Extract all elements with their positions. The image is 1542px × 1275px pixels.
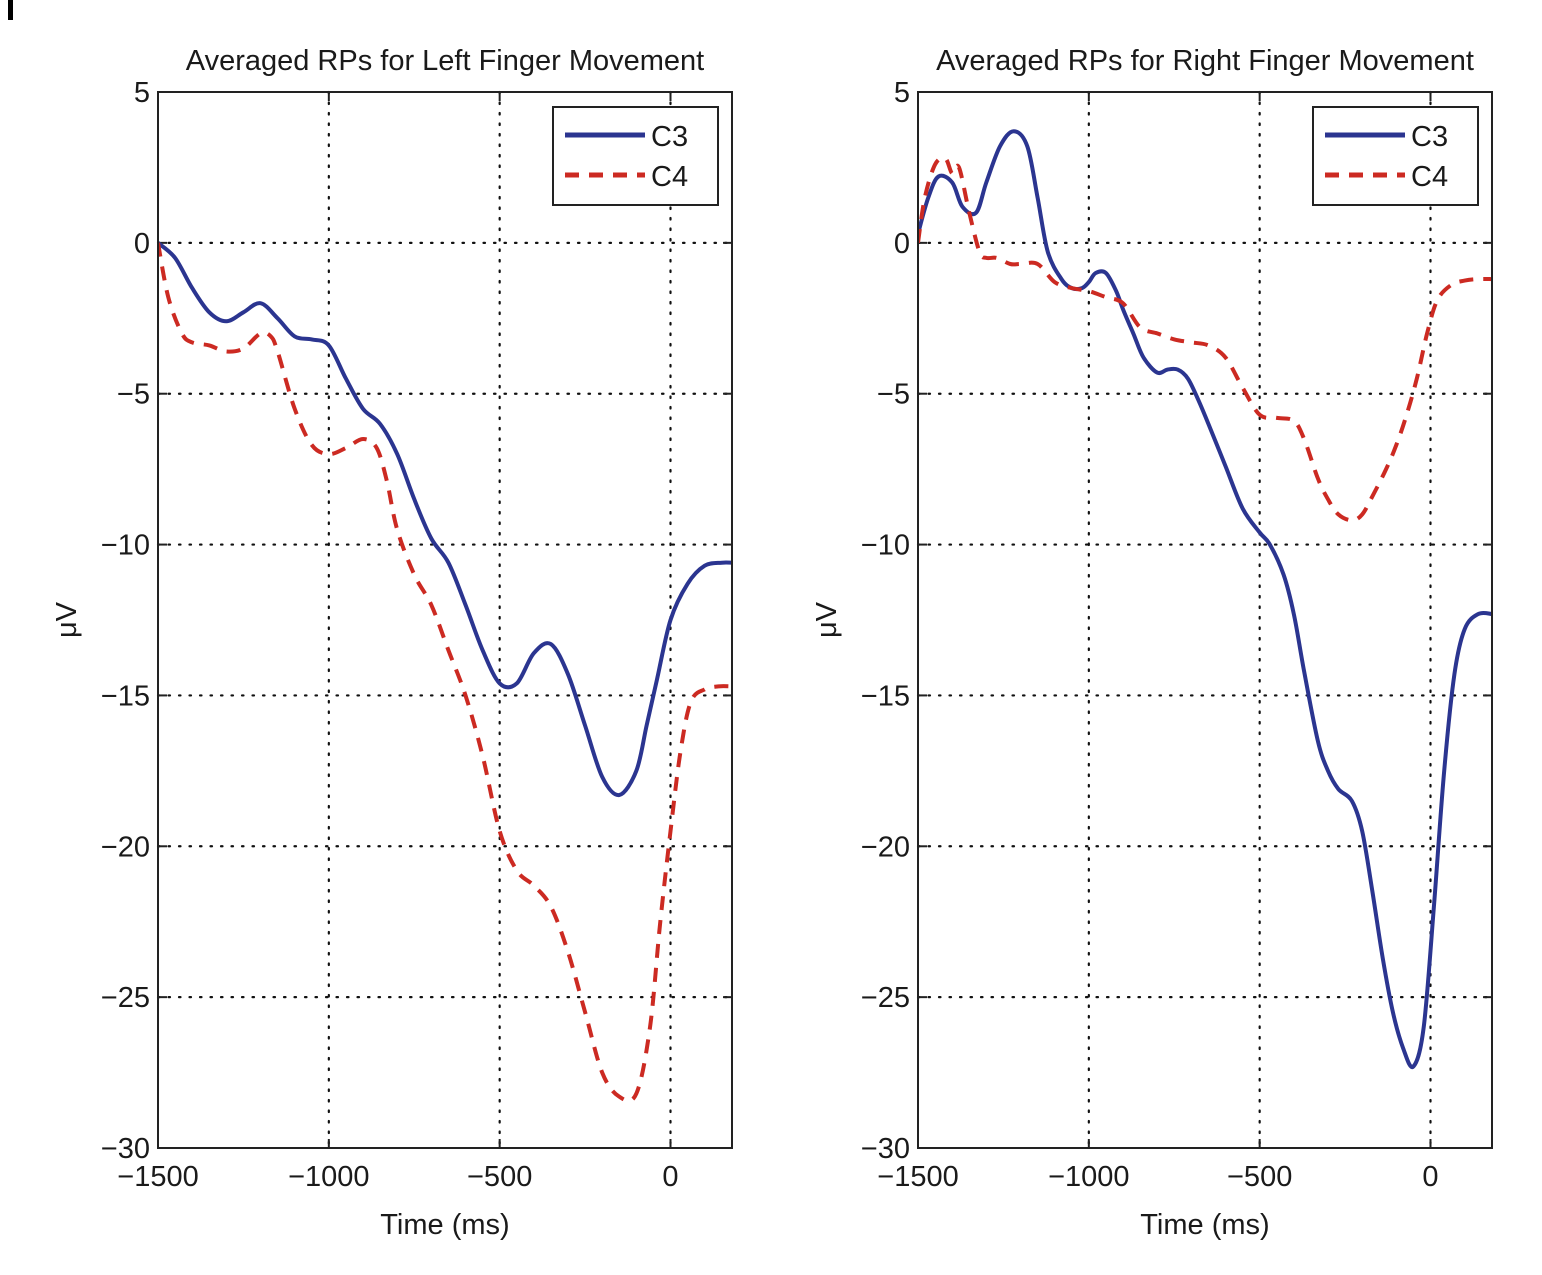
y-tick-label: −30 bbox=[861, 1133, 910, 1165]
y-tick-label: −10 bbox=[101, 530, 150, 562]
series-line-c3 bbox=[158, 240, 732, 798]
plot-area bbox=[918, 92, 1492, 1148]
y-tick-label: 0 bbox=[134, 228, 150, 260]
axes-frame bbox=[917, 91, 1493, 1149]
x-axis-label: Time (ms) bbox=[380, 1209, 509, 1241]
y-tick-label: −20 bbox=[101, 831, 150, 863]
plot-area bbox=[158, 92, 732, 1148]
x-tick-label: 0 bbox=[662, 1161, 678, 1193]
y-tick-label: −25 bbox=[101, 982, 150, 1014]
x-tick-label: −1000 bbox=[288, 1161, 369, 1193]
axes-frame bbox=[157, 91, 733, 1149]
legend-label-c3: C3 bbox=[651, 121, 688, 153]
legend-label-c3: C3 bbox=[1411, 121, 1448, 153]
y-tick-label: −25 bbox=[861, 982, 910, 1014]
legend-box bbox=[1312, 106, 1479, 206]
x-axis-label: Time (ms) bbox=[1140, 1209, 1269, 1241]
x-tick-label: −500 bbox=[467, 1161, 532, 1193]
x-tick-label: 0 bbox=[1422, 1161, 1438, 1193]
y-tick-label: 5 bbox=[134, 77, 150, 109]
series-line-c4 bbox=[158, 242, 732, 1103]
y-tick-label: −30 bbox=[101, 1133, 150, 1165]
legend-label-c4: C4 bbox=[651, 161, 688, 193]
x-tick-label: −500 bbox=[1227, 1161, 1292, 1193]
chart-right-finger: −1500 −1000 −500 0 5 0 −5 −10 −15 −20 −25 −30 Averag… bbox=[811, 45, 1494, 1241]
x-tick-label: −1000 bbox=[1048, 1161, 1129, 1193]
legend-label-c4: C4 bbox=[1411, 161, 1448, 193]
y-axis-label: μV bbox=[51, 601, 83, 638]
x-tick-label: −1500 bbox=[117, 1161, 198, 1193]
y-tick-label: 0 bbox=[894, 228, 910, 260]
chart-left-finger: −1500 −1000 −500 0 5 0 −5 −10 −15 −20 −25 −30 Averag… bbox=[51, 45, 734, 1241]
legend-box bbox=[552, 106, 719, 206]
y-tick-label: 5 bbox=[894, 77, 910, 109]
y-tick-label: −15 bbox=[861, 680, 910, 712]
chart-title: Averaged RPs for Left Finger Movement bbox=[186, 45, 705, 77]
x-tick-label: −1500 bbox=[877, 1161, 958, 1193]
y-tick-label: −10 bbox=[861, 530, 910, 562]
y-axis-label: μV bbox=[811, 601, 843, 638]
chart-title: Averaged RPs for Right Finger Movement bbox=[936, 45, 1474, 77]
y-tick-label: −15 bbox=[101, 680, 150, 712]
series-line-c4 bbox=[918, 155, 1492, 523]
y-tick-label: −5 bbox=[877, 379, 910, 411]
y-tick-label: −20 bbox=[861, 831, 910, 863]
panel-marker bbox=[8, 0, 13, 20]
series-line-c3 bbox=[918, 129, 1492, 1070]
y-tick-label: −5 bbox=[117, 379, 150, 411]
